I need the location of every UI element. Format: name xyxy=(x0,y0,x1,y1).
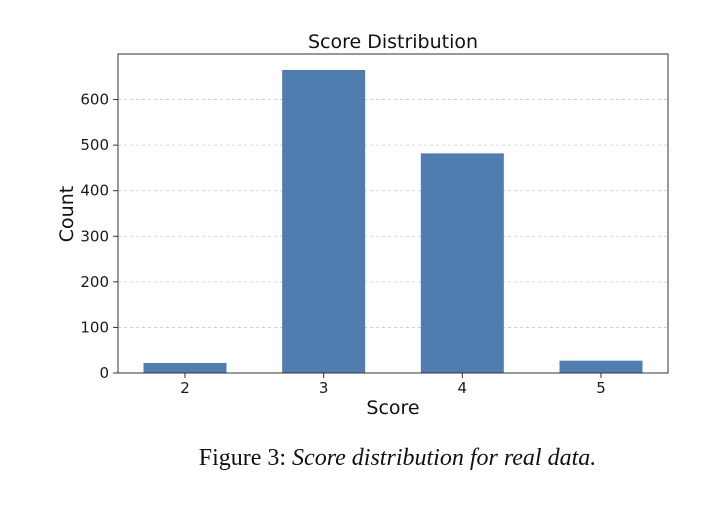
x-ticks: 2 3 4 5 xyxy=(180,373,606,397)
y-ticks: 0 100 200 300 400 500 600 xyxy=(80,91,118,382)
x-tick-label: 3 xyxy=(319,379,329,397)
y-tick-label: 600 xyxy=(80,91,109,109)
x-tick-label: 4 xyxy=(458,379,468,397)
y-tick-label: 300 xyxy=(80,227,109,245)
bars xyxy=(143,69,643,373)
y-tick-label: 100 xyxy=(80,318,109,336)
x-tick-label: 2 xyxy=(180,379,190,397)
y-tick-label: 200 xyxy=(80,273,109,291)
bar-score-5 xyxy=(559,360,643,373)
y-tick-label: 0 xyxy=(99,364,109,382)
bar-score-4 xyxy=(420,153,504,373)
score-chart: 0 100 200 300 400 500 600 2 3 4 5 Score Distribut… xyxy=(56,31,669,419)
x-axis-label: Score xyxy=(366,397,419,419)
y-tick-label: 500 xyxy=(80,136,109,154)
bar-score-2 xyxy=(143,362,227,373)
x-tick-label: 5 xyxy=(596,379,606,397)
gridlines xyxy=(118,99,668,328)
chart-title: Score Distribution xyxy=(308,31,478,53)
figure-caption: Figure 3: Score distribution for real da… xyxy=(0,445,725,472)
y-axis-label: Count xyxy=(56,186,78,242)
plot-frame xyxy=(117,53,669,374)
bar-score-3 xyxy=(282,69,366,373)
figure-caption-label: Figure 3: xyxy=(198,445,287,471)
y-tick-label: 400 xyxy=(80,182,109,200)
figure-caption-text: Score distribution for real data. xyxy=(292,445,597,471)
